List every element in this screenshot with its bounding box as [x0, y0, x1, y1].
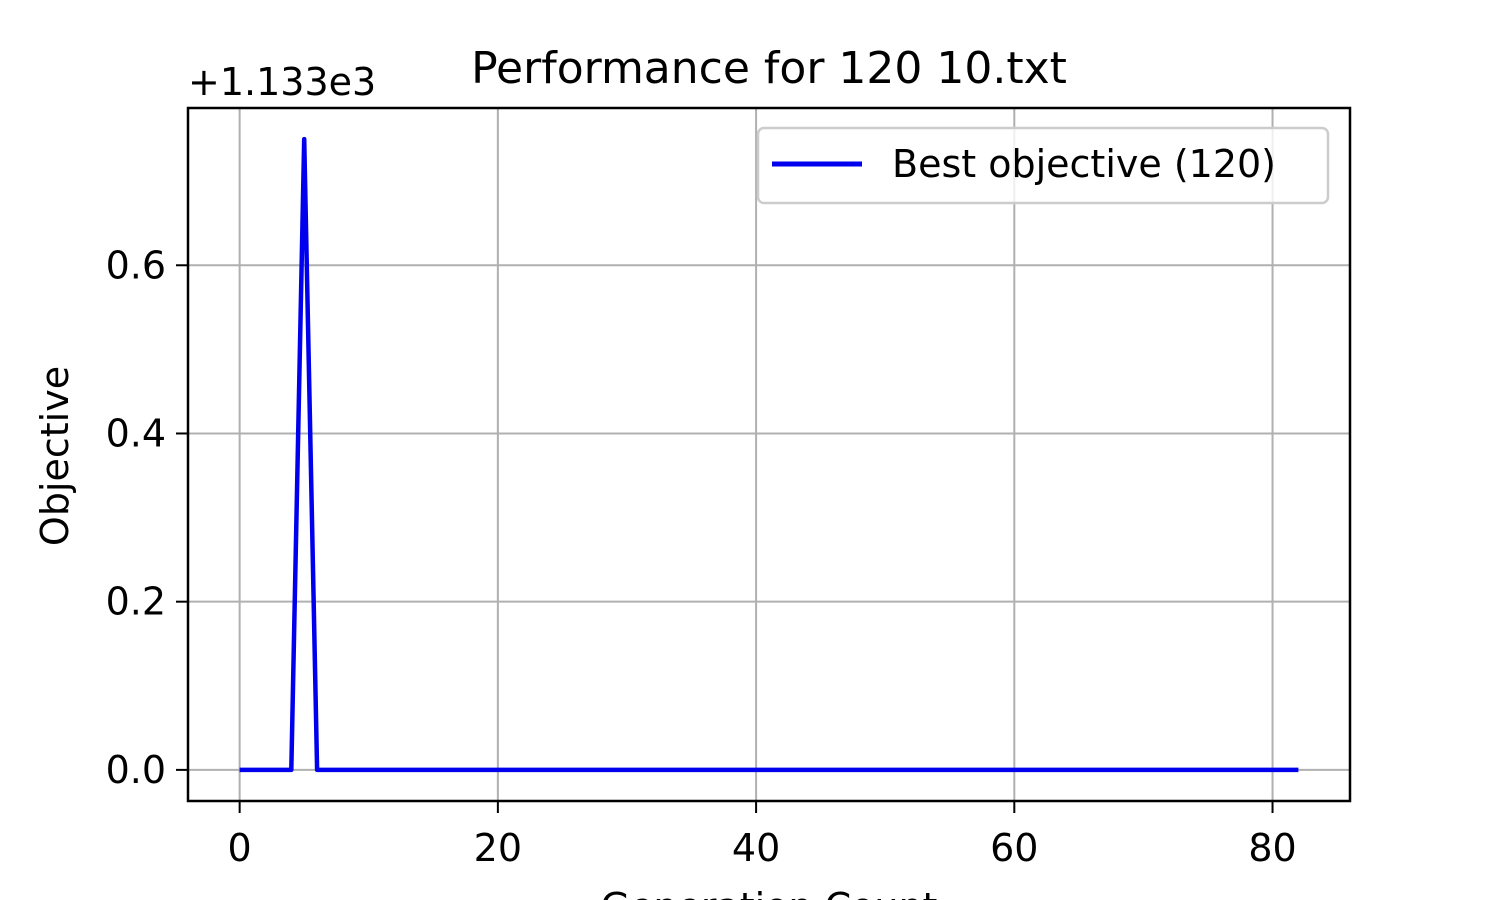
plot-frame	[186, 106, 1352, 803]
x-tick-label: 60	[990, 826, 1038, 870]
series-line	[239, 136, 1299, 773]
y-tick-label: 0.4	[106, 411, 166, 455]
x-axis-label: Generation Count	[601, 885, 938, 900]
legend-box	[756, 126, 1330, 205]
x-tick-label: 80	[1248, 826, 1296, 870]
y-tick-label: 0.0	[106, 748, 166, 792]
series-lines	[239, 136, 1299, 773]
chart-title: Performance for 120 10.txt	[471, 43, 1067, 94]
x-tick-label: 20	[474, 826, 522, 870]
x-tick-label: 0	[228, 826, 252, 870]
legend-label: Best objective (120)	[892, 142, 1276, 186]
x-tick-label: 40	[732, 826, 780, 870]
axis-ticks: 0 20 40 60 80 0.0 0.2 0.4 0.6	[106, 243, 1297, 870]
y-offset-label: +1.133e3	[188, 60, 376, 104]
y-tick-label: 0.2	[106, 580, 166, 624]
legend: Best objective (120)	[756, 126, 1330, 205]
y-axis-label: Objective	[33, 366, 77, 546]
y-tick-label: 0.6	[106, 243, 166, 287]
